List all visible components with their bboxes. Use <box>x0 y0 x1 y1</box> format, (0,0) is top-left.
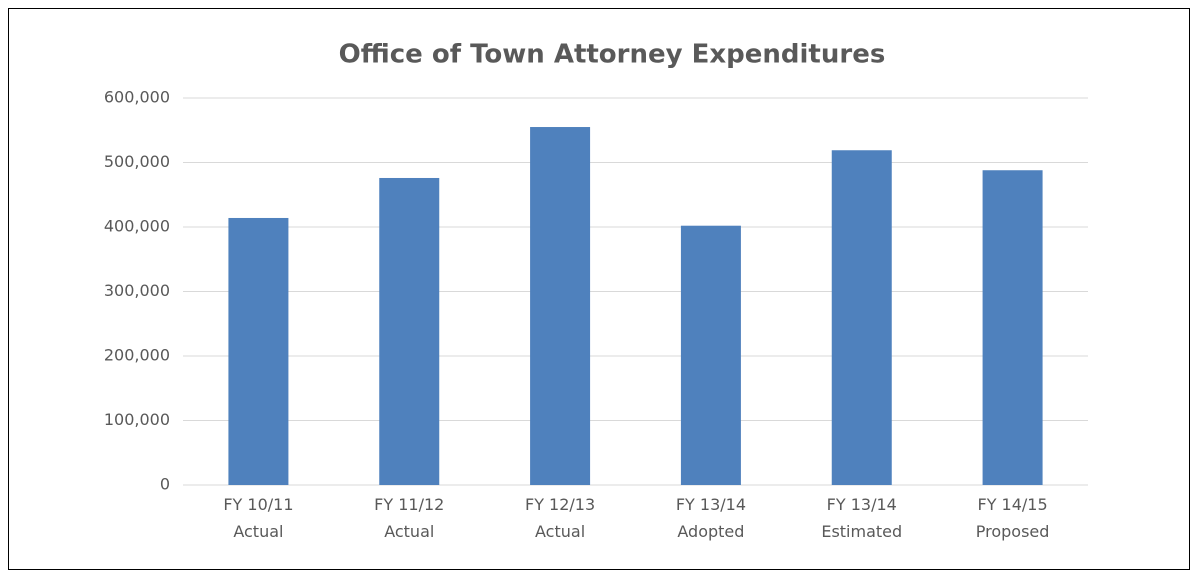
y-tick-label: 200,000 <box>104 346 170 365</box>
y-tick-label: 500,000 <box>104 152 170 171</box>
x-tick-label: FY 10/11 Actual <box>223 495 293 541</box>
bar <box>982 170 1043 486</box>
bar <box>530 127 591 486</box>
x-tick-label: FY 13/14 Adopted <box>676 495 746 541</box>
y-tick-label: 300,000 <box>104 281 170 300</box>
y-tick-label: 0 <box>160 475 170 494</box>
y-tick-label: 100,000 <box>104 410 170 429</box>
x-tick-label: FY 12/13 Actual <box>525 495 595 541</box>
x-tick-label: FY 11/12 Actual <box>374 495 444 541</box>
bar <box>228 217 289 485</box>
bar <box>379 177 440 486</box>
y-tick-label: 400,000 <box>104 217 170 236</box>
y-tick-label: 600,000 <box>104 88 170 107</box>
x-tick-label: FY 13/14 Estimated <box>821 495 902 541</box>
x-tick-label: FY 14/15 Proposed <box>976 495 1050 541</box>
bar <box>831 150 892 485</box>
bar <box>680 225 741 485</box>
chart-title: Office of Town Attorney Expenditures <box>339 40 886 70</box>
